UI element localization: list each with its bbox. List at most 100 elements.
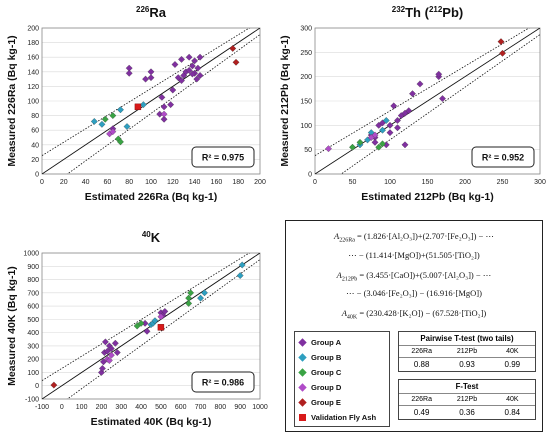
y-tick-label: 150 [300, 99, 312, 106]
data-point [117, 106, 124, 114]
data-point [134, 103, 142, 111]
data-point [196, 53, 204, 61]
data-point [139, 101, 147, 109]
title-main: Pb) [442, 5, 463, 20]
data-point [194, 64, 202, 72]
x-tick-label: 180 [232, 179, 244, 186]
data-point [197, 294, 204, 302]
equation-ra-line1: A226Ra = (1.826·[Al₂O₃])+(2.707·[Fe₂O₃])… [334, 231, 494, 244]
y-tick-label: 200 [300, 74, 312, 81]
title-sup: 226 [136, 5, 150, 14]
y-tick-label: 180 [27, 40, 39, 47]
y-tick-label: 300 [300, 26, 312, 33]
data-point [101, 115, 109, 123]
ftest-table: F-Test 226Ra 212Pb 40K 0.49 0.36 0.84 [398, 379, 536, 420]
data-point [375, 143, 383, 151]
equation-k-line1: A40K = (230.428·[K₂O]) − (67.528·[TiO₂]) [341, 308, 487, 322]
plot-area [42, 28, 260, 174]
y-tick-label: 600 [27, 304, 39, 311]
data-point [394, 117, 401, 124]
y-tick-label: 700 [27, 290, 39, 297]
x-tick-label: 100 [384, 179, 396, 186]
data-point [143, 327, 151, 335]
data-point [98, 120, 106, 128]
chart-th232: 232Th (212Pb) 0 50 100 150 200 250 300 0 50 100 150… [280, 5, 546, 203]
table-cell: 0.88 [413, 360, 430, 369]
data-point [185, 53, 193, 61]
legend-marker [298, 338, 307, 347]
data-point [117, 138, 124, 146]
data-point [371, 131, 379, 139]
confidence-band-upper [42, 28, 251, 156]
x-tick-label: 900 [234, 404, 246, 411]
table-cell: 0.93 [459, 360, 475, 369]
x-tick-label: 400 [135, 404, 147, 411]
plot-area [315, 28, 540, 174]
data-point [382, 117, 390, 124]
data-point [193, 75, 201, 83]
table-header: 212Pb [444, 394, 490, 406]
legend-marker [298, 353, 307, 362]
y-tick-label: 20 [31, 157, 39, 164]
data-point [349, 143, 356, 151]
data-point [191, 57, 199, 65]
data-point [123, 123, 131, 130]
data-point [325, 145, 332, 153]
x-axis-label: Estimated 40K (Bq kg-1) [91, 416, 212, 428]
data-point [187, 289, 195, 297]
r2-box [191, 146, 255, 168]
x-tick-label: 250 [497, 179, 509, 186]
data-point [401, 141, 409, 149]
data-point [416, 80, 424, 88]
data-point [379, 140, 386, 148]
equation-ra-line2: ⋯ − (11.414·[MgO])+(51.505·[TiO₂]) [348, 249, 480, 260]
data-point [109, 128, 117, 136]
confidence-band-lower [66, 259, 260, 399]
plot-frame [314, 27, 541, 175]
plot-frame [41, 252, 261, 400]
table-header: 40K [489, 346, 535, 358]
x-tick-label: 150 [422, 179, 434, 186]
confidence-band-lower [66, 34, 260, 174]
data-point [160, 103, 168, 111]
data-point [133, 322, 141, 330]
ftest-header-row: 226Ra 212Pb 40K [399, 394, 535, 406]
data-point [125, 69, 133, 77]
data-point [439, 95, 446, 102]
title-sup: 212 [429, 5, 443, 14]
x-tick-label: 500 [155, 404, 167, 411]
y-tick-label: 200 [27, 357, 39, 364]
ftest-title: F-Test [399, 380, 535, 394]
data-point [435, 70, 443, 78]
data-point [405, 107, 413, 115]
data-point [229, 45, 237, 52]
y-tick-label: 140 [27, 69, 39, 76]
y-tick-label: 80 [31, 113, 39, 120]
x-tick-label: 200 [459, 179, 471, 186]
y-tick-label: -100 [25, 397, 39, 404]
data-point [158, 93, 166, 101]
legend: Group A Group B Group C Group D Group E … [294, 331, 390, 427]
y-axis-label: Measured 226Ra (Bq kg-1) [6, 35, 18, 166]
y-tick-label: 300 [27, 343, 39, 350]
table-header: 212Pb [444, 346, 490, 358]
y-tick-label: 200 [27, 26, 39, 33]
plot-area [42, 253, 260, 399]
x-axis-label: Estimated 226Ra (Bq kg-1) [85, 191, 217, 203]
x-tick-label: 1000 [252, 404, 268, 411]
y-tick-label: 100 [300, 123, 312, 130]
x-tick-label: 0 [60, 404, 64, 411]
regression-equations: A226Ra = (1.826·[Al₂O₃])+(2.707·[Fe₂O₃])… [286, 229, 542, 325]
legend-item: Group A [298, 335, 385, 350]
y-tick-label: 0 [308, 172, 312, 179]
x-tick-label: 50 [349, 179, 357, 186]
y-tick-label: 800 [27, 277, 39, 284]
table-header: 40K [489, 394, 535, 406]
data-point [178, 55, 185, 63]
x-tick-label: 300 [534, 179, 546, 186]
data-point [107, 345, 115, 352]
ttest-value-row: 0.88 0.93 0.99 [399, 358, 535, 371]
title-sup: 232 [392, 5, 406, 14]
y-tick-label: 100 [27, 370, 39, 377]
ttest-title: Pairwise T-test (two tails) [399, 332, 535, 346]
